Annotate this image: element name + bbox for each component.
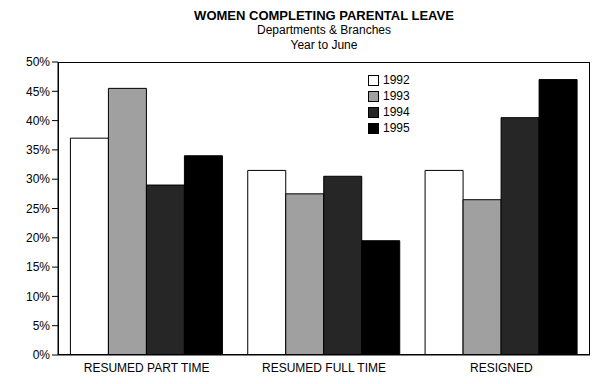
html-text:WOMEN COMPLETING PARENTAL LEAV: WOMEN COMPLETING PARENTAL LEAVE (194, 8, 454, 23)
svg-text:20%: 20% (26, 231, 50, 245)
svg-text:15%: 15% (26, 260, 50, 274)
html-text:Departments & Branches: Departments & Branches (257, 23, 391, 37)
svg-text:RESUMED PART TIME: RESUMED PART TIME (84, 361, 210, 375)
svg-text:45%: 45% (26, 85, 50, 99)
html-text:1994: 1994 (383, 105, 410, 119)
svg-text:RESIGNED: RESIGNED (470, 361, 533, 375)
html-text:1995: 1995 (383, 121, 410, 135)
html-text:Year to June: Year to June (290, 38, 358, 52)
html-text:1993: 1993 (383, 89, 410, 103)
svg-text:35%: 35% (26, 143, 50, 157)
svg-text:40%: 40% (26, 114, 50, 128)
svg-text:10%: 10% (26, 290, 50, 304)
svg-text:0%: 0% (33, 348, 51, 362)
svg-text:RESUMED FULL TIME: RESUMED FULL TIME (262, 361, 386, 375)
svg-text:30%: 30% (26, 172, 50, 186)
svg-text:25%: 25% (26, 202, 50, 216)
html-text:1992: 1992 (383, 73, 410, 87)
svg-text:5%: 5% (33, 319, 51, 333)
svg-text:50%: 50% (26, 55, 50, 69)
